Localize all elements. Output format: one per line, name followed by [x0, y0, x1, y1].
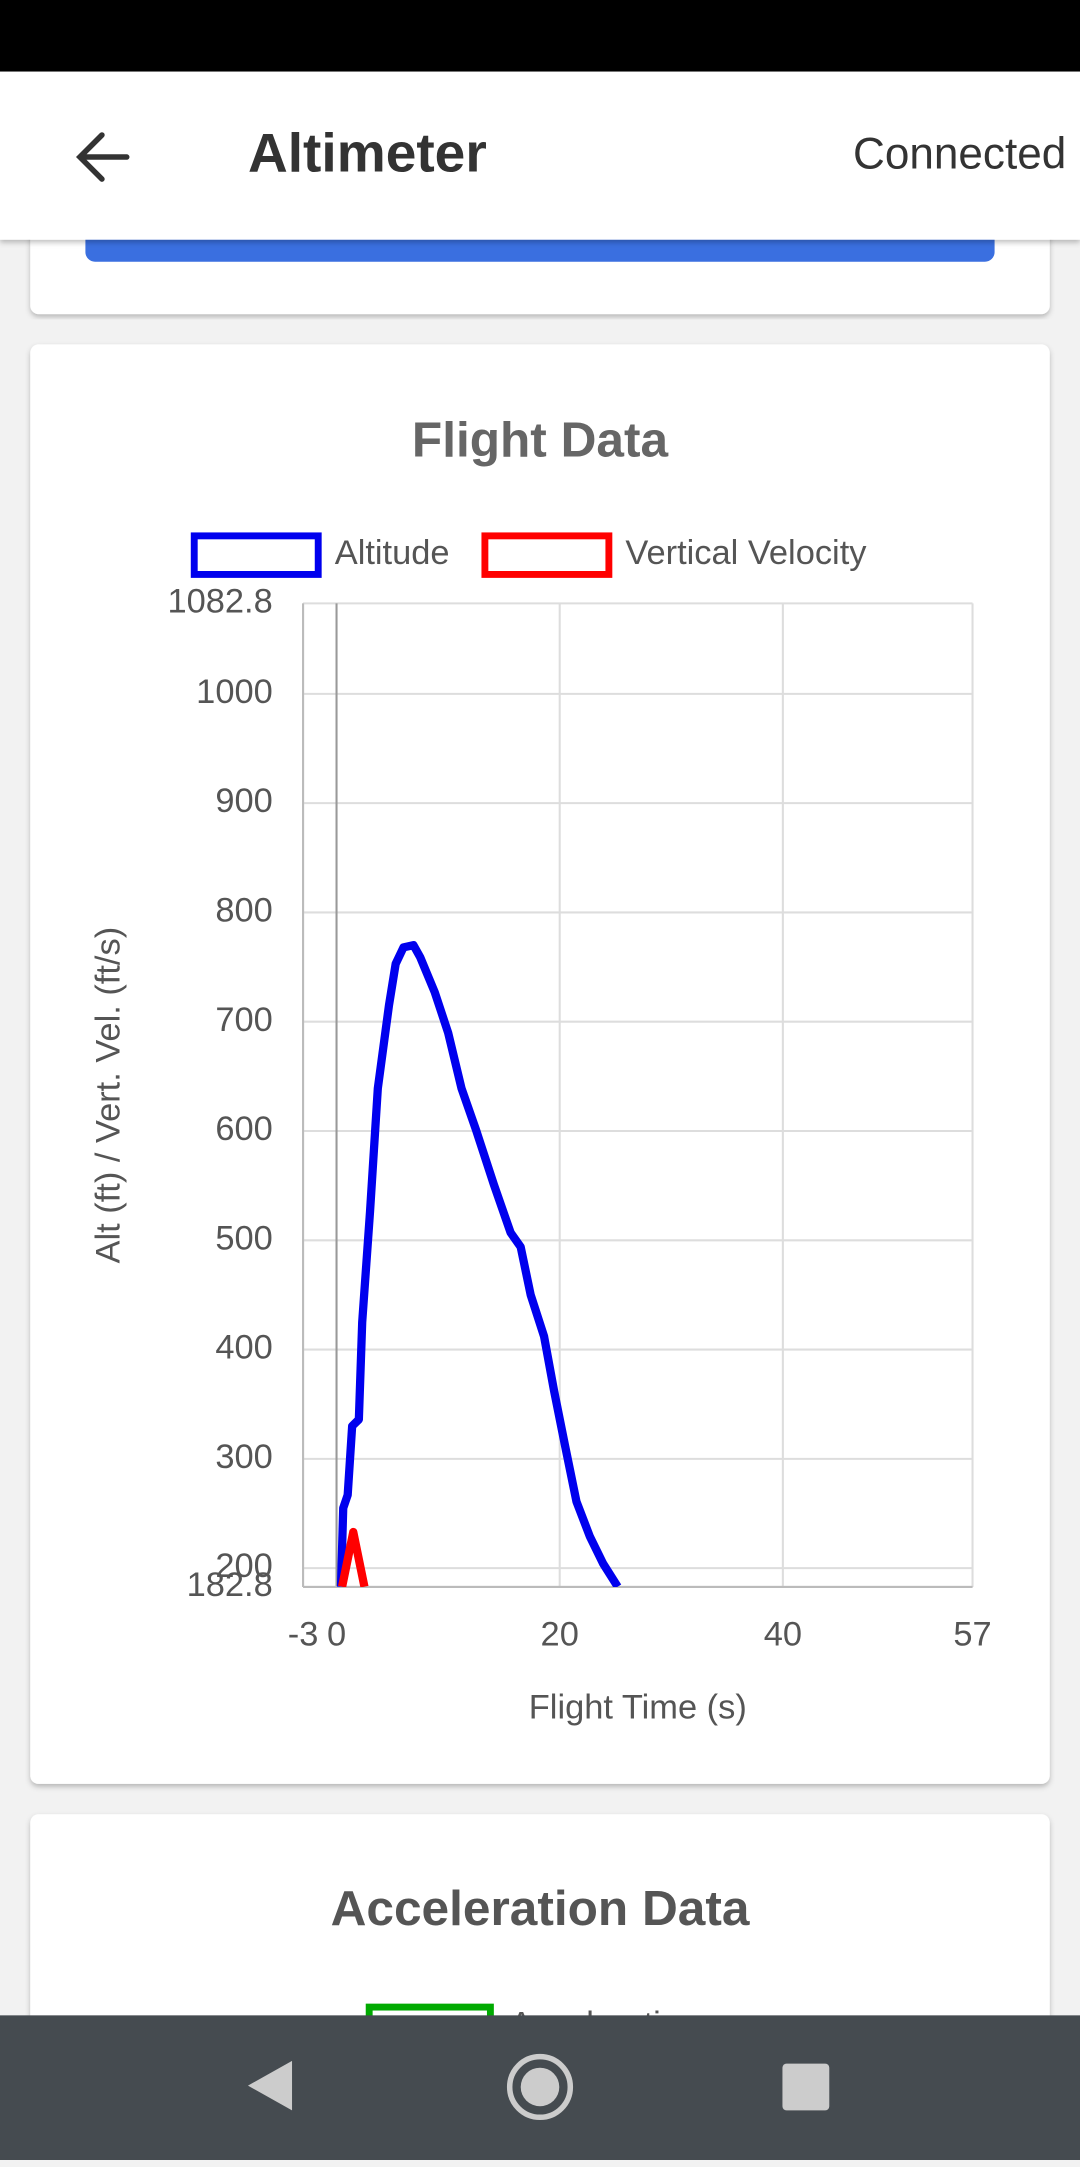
legend-swatch — [481, 532, 613, 578]
legend-swatch — [190, 532, 322, 578]
nav-back[interactable] — [247, 2060, 293, 2111]
app-bar — [0, 71, 1080, 240]
x-tick-label: 40 — [764, 1616, 802, 1654]
y-tick-label: 400 — [215, 1329, 272, 1367]
x-tick-label: 20 — [541, 1616, 579, 1654]
y-tick-label: 500 — [215, 1219, 272, 1257]
y-tick-label: 700 — [215, 1001, 272, 1039]
plot: 182.820030040050060070080090010001082.8-… — [167, 532, 992, 1654]
app-title: Altimeter — [248, 122, 487, 184]
y-tick-label: 182.8 — [187, 1566, 273, 1604]
y-tick-label: 900 — [215, 782, 272, 820]
nav-recents[interactable] — [782, 2063, 830, 2111]
y-tick-label: 1082.8 — [167, 582, 272, 620]
status-bar — [0, 0, 1080, 72]
y-tick-label: 600 — [215, 1110, 272, 1148]
x-tick-label: -3 — [288, 1616, 319, 1654]
y-axis-label: Alt (ft) / Vert. Vel. (ft/s) — [89, 927, 127, 1264]
legend-label: Vertical Velocity — [625, 534, 867, 572]
y-tick-label: 1000 — [196, 673, 273, 711]
series-group — [336, 941, 622, 1587]
chart-title: Flight Data — [412, 412, 669, 468]
x-tick-label: 57 — [953, 1616, 991, 1654]
line-series — [338, 1527, 369, 1587]
chart-card — [30, 344, 1050, 1784]
y-tick-label: 200 — [215, 1547, 272, 1585]
card-title: Acceleration Data — [331, 1880, 750, 1936]
nav-home[interactable] — [506, 2053, 574, 2121]
back-button[interactable] — [76, 132, 130, 182]
x-tick-label: 0 — [327, 1616, 346, 1654]
legend-label: Altitude — [335, 534, 450, 572]
line-series — [336, 941, 622, 1587]
y-tick-label: 800 — [215, 892, 272, 930]
y-tick-label: 300 — [215, 1438, 272, 1476]
connection-status: Connected — [853, 130, 1066, 179]
x-axis-label: Flight Time (s) — [529, 1689, 747, 1727]
